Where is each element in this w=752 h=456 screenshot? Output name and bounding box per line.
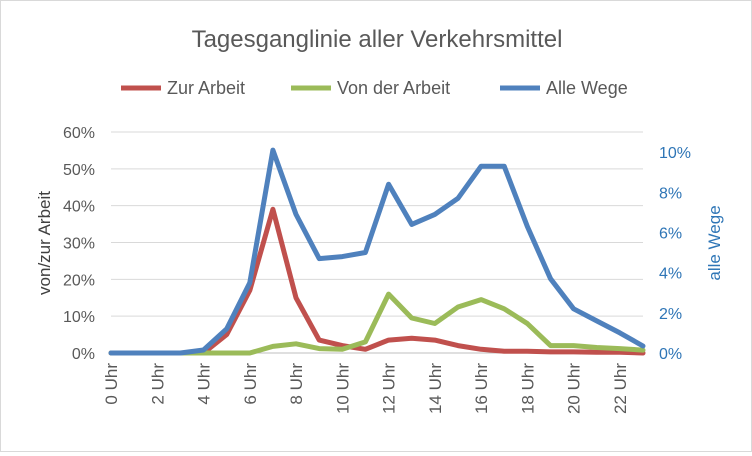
- legend: Zur Arbeit Von der Arbeit Alle Wege: [121, 78, 628, 98]
- y-axis-right-ticks: 0% 2% 4% 6% 8% 10%: [659, 145, 691, 363]
- x-tick-label: 0 Uhr: [102, 363, 121, 405]
- series-lines: [108, 147, 646, 356]
- y2-tick-label: 0%: [659, 346, 682, 363]
- x-tick-label: 14 Uhr: [426, 363, 445, 414]
- y2-tick-label: 10%: [659, 145, 691, 162]
- y-axis-right-label: alle Wege: [705, 205, 724, 280]
- legend-label: Von der Arbeit: [337, 78, 450, 98]
- y-tick-label: 30%: [63, 236, 95, 253]
- x-tick-label: 2 Uhr: [148, 363, 167, 405]
- y-tick-label: 50%: [63, 162, 95, 179]
- y-tick-label: 20%: [63, 272, 95, 289]
- x-axis-ticks: 0 Uhr 2 Uhr 4 Uhr 6 Uhr 8 Uhr 10 Uhr 12 Uhr 14 …: [102, 363, 630, 414]
- x-tick-label: 20 Uhr: [565, 363, 584, 414]
- y-tick-label: 10%: [63, 309, 95, 326]
- series-line-1: [108, 206, 646, 356]
- y2-tick-label: 2%: [659, 306, 682, 323]
- y-axis-left-label: von/zur Arbeit: [35, 191, 54, 295]
- y-tick-label: 60%: [63, 125, 95, 142]
- legend-label: Zur Arbeit: [167, 78, 245, 98]
- x-tick-label: 22 Uhr: [611, 363, 630, 414]
- x-tick-label: 6 Uhr: [241, 363, 260, 405]
- x-tick-label: 12 Uhr: [380, 363, 399, 414]
- series-line-3: [108, 147, 646, 356]
- y-axis-left-ticks: 0% 10% 20% 30% 40% 50% 60%: [63, 125, 95, 363]
- chart-title: Tagesganglinie aller Verkehrsmittel: [192, 26, 563, 53]
- y2-tick-label: 4%: [659, 266, 682, 283]
- y-tick-label: 0%: [72, 346, 95, 363]
- y2-tick-label: 6%: [659, 225, 682, 242]
- x-tick-label: 18 Uhr: [518, 363, 537, 414]
- x-tick-label: 8 Uhr: [287, 363, 306, 405]
- y-tick-label: 40%: [63, 199, 95, 216]
- x-tick-label: 10 Uhr: [333, 363, 352, 414]
- y2-tick-label: 8%: [659, 185, 682, 202]
- x-tick-label: 4 Uhr: [195, 363, 214, 405]
- x-tick-label: 16 Uhr: [472, 363, 491, 414]
- legend-label: Alle Wege: [546, 78, 628, 98]
